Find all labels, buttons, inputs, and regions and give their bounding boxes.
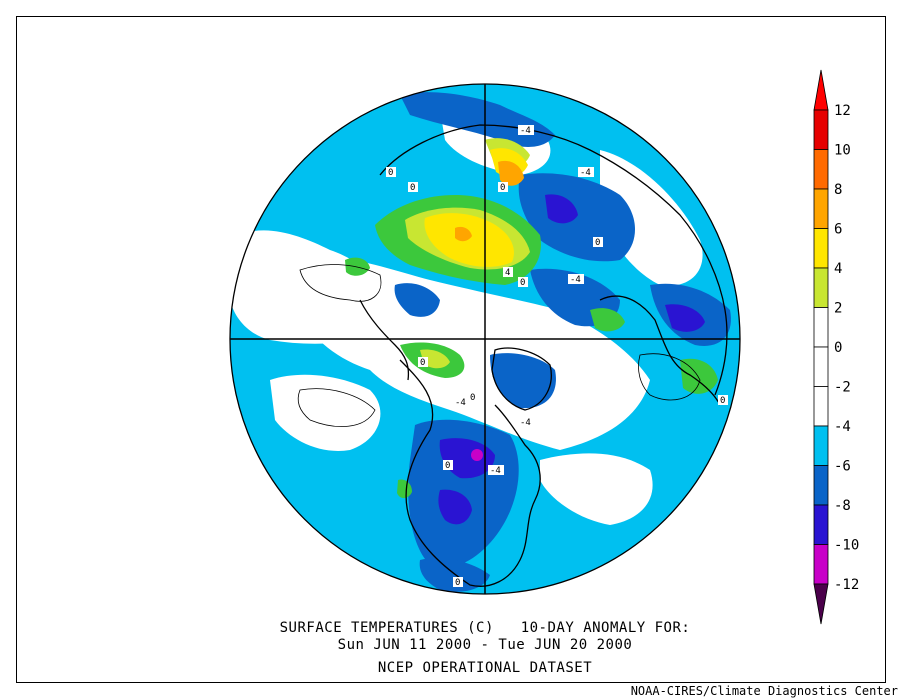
contour-label: 0 bbox=[388, 168, 393, 178]
contour-label: -4 bbox=[520, 418, 531, 428]
coastline-asia-east bbox=[359, 299, 410, 381]
contour-label: 0 bbox=[420, 358, 425, 368]
contour-line-c bbox=[638, 353, 701, 401]
anomaly-field bbox=[230, 92, 731, 592]
contour-label: 0 bbox=[720, 396, 725, 406]
contour-label: -4 bbox=[455, 398, 466, 408]
title-line-1: SURFACE TEMPERATURES (C) 10-DAY ANOMALY … bbox=[279, 620, 691, 636]
contour-label: -4 bbox=[580, 168, 591, 178]
cold-region-west bbox=[394, 283, 440, 317]
contour-label-bg bbox=[443, 460, 453, 470]
contour-label-bg bbox=[498, 182, 508, 192]
colorbar-tick-label: -12 bbox=[834, 577, 859, 593]
colorbar-segment bbox=[813, 149, 829, 190]
plot-frame bbox=[16, 16, 886, 683]
yellow-region-siberia bbox=[424, 213, 514, 267]
warm-region-east-coast bbox=[680, 358, 718, 394]
very-cold-core-canada bbox=[439, 438, 495, 479]
contour-label-bg bbox=[418, 357, 428, 367]
coastline-europe bbox=[599, 295, 721, 406]
neutral-region-south bbox=[270, 374, 381, 451]
colorbar-tick-label: -10 bbox=[834, 538, 859, 554]
contour-label: 0 bbox=[520, 278, 525, 288]
colorbar-segment bbox=[813, 267, 829, 308]
extreme-cold-spot bbox=[471, 449, 483, 461]
colorbar-segment bbox=[813, 425, 829, 466]
contour-label-bg bbox=[488, 465, 504, 475]
warm-region-americas bbox=[397, 479, 412, 499]
colorbar-tick-label: -4 bbox=[834, 419, 851, 435]
contour-label-bg bbox=[518, 125, 534, 135]
colorbar-tick-label: 4 bbox=[834, 261, 842, 277]
contour-label: -4 bbox=[490, 466, 501, 476]
colorbar-tick-label: -8 bbox=[834, 498, 851, 514]
cold-region-gulf bbox=[419, 558, 490, 592]
cold-region-greenland bbox=[490, 353, 556, 409]
colorbar-segment bbox=[813, 504, 829, 545]
colorbar-segment bbox=[813, 346, 829, 387]
contour-label: 4 bbox=[505, 268, 510, 278]
contour-label-bg bbox=[453, 397, 469, 407]
contour-line-b bbox=[297, 388, 376, 427]
very-cold-core-south bbox=[438, 489, 472, 525]
coastline-greenland bbox=[491, 347, 552, 411]
contour-label: 0 bbox=[455, 578, 460, 588]
colorbar-segment bbox=[813, 307, 829, 348]
contour-label-bg bbox=[408, 182, 418, 192]
colorbar-tick-label: -6 bbox=[834, 459, 851, 475]
contour-label-bg bbox=[518, 417, 534, 427]
colorbar-tick-label: 8 bbox=[834, 182, 842, 198]
colorbar-tick-label: -2 bbox=[834, 380, 851, 396]
colorbar: 12 10 8 6 4 2 0 -2 -4 -6 -8 -10 -12 bbox=[813, 69, 859, 625]
contour-label-bg bbox=[578, 167, 594, 177]
title-line-3: NCEP OPERATIONAL DATASET bbox=[377, 660, 593, 676]
contour-label-bg bbox=[718, 395, 728, 405]
colorbar-segment bbox=[813, 544, 829, 585]
contour-label-bg bbox=[503, 267, 513, 277]
neutral-region-atlantic bbox=[540, 453, 653, 525]
coastline-eurasia bbox=[379, 124, 728, 396]
contour-label: 0 bbox=[470, 393, 475, 403]
contour-label-bg bbox=[518, 277, 528, 287]
contour-label-bg bbox=[568, 274, 584, 284]
orange-spot-siberia bbox=[455, 226, 472, 242]
title-line-2: Sun JUN 11 2000 - Tue JUN 20 2000 bbox=[337, 637, 633, 653]
cold-region-arctic bbox=[400, 92, 555, 147]
contour-label: -4 bbox=[570, 275, 581, 285]
contour-label-bg bbox=[453, 577, 463, 587]
colorbar-segment bbox=[813, 109, 829, 150]
colorbar-tick-label: 2 bbox=[834, 301, 842, 317]
colorbar-tick-label: 12 bbox=[834, 103, 851, 119]
colorbar-segment bbox=[813, 228, 829, 269]
contour-label: 0 bbox=[595, 238, 600, 248]
colorbar-tick-label: 10 bbox=[834, 143, 851, 159]
orange-region-north bbox=[498, 160, 524, 186]
colorbar-top-arrow bbox=[813, 69, 829, 111]
neutral-region-central bbox=[300, 257, 650, 450]
colorbar-segment bbox=[813, 188, 829, 229]
contour-label-bg bbox=[468, 392, 478, 402]
credit-text: NOAA-CIRES/Climate Diagnostics Center bbox=[630, 684, 898, 698]
colorbar-segment bbox=[813, 386, 829, 427]
colorbar-bottom-arrow bbox=[813, 583, 829, 625]
colorbar-tick-label: 0 bbox=[834, 340, 842, 356]
contour-label-bg bbox=[593, 237, 603, 247]
colorbar-tick-label: 6 bbox=[834, 222, 842, 238]
contour-label: 0 bbox=[500, 183, 505, 193]
very-cold-core-siberia bbox=[545, 194, 578, 224]
contour-label: 0 bbox=[410, 183, 415, 193]
contour-label: -4 bbox=[520, 126, 531, 136]
colorbar-segment bbox=[813, 465, 829, 506]
contour-line-a bbox=[299, 264, 382, 302]
very-cold-core-east bbox=[665, 304, 705, 332]
warm-region-eurasia bbox=[590, 308, 625, 332]
coastline-north-america bbox=[399, 359, 541, 587]
contour-label: 0 bbox=[445, 461, 450, 471]
contour-label-bg bbox=[386, 167, 396, 177]
